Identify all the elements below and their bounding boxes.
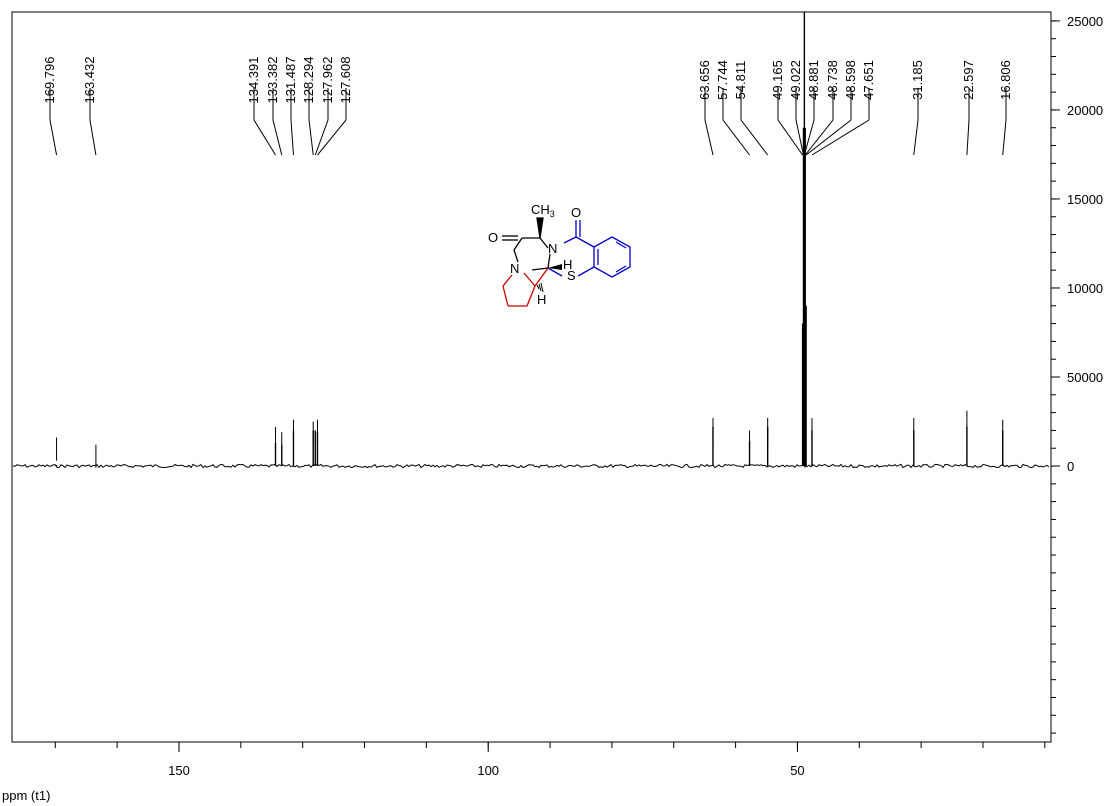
atom-nitrogen-pyrrolidine: N <box>510 261 519 276</box>
peak-label-48.598: 48.598 <box>843 60 858 100</box>
x-tick-label-100: 100 <box>477 763 499 778</box>
thiazinone-ring <box>547 220 595 277</box>
peak-leader-fan-48.881 <box>803 119 815 156</box>
peak-lines <box>49 88 1007 156</box>
atom-nitrogen-top: N <box>548 241 557 256</box>
peak-label-16.806: 16.806 <box>998 60 1013 100</box>
baseline-noise <box>12 463 1050 469</box>
peak-leader-fan-57.744 <box>722 119 750 156</box>
peak-leader-fan-47.651 <box>811 119 870 156</box>
y-tick-label-0: 0 <box>1067 459 1074 474</box>
peak-leader-fan-22.597 <box>966 119 970 156</box>
peak-leader-fan-134.391 <box>253 119 276 156</box>
peak-label-22.597: 22.597 <box>961 60 976 100</box>
atom-carbonyl-oxygen-left: O <box>488 230 498 245</box>
integral-marks <box>56 410 1004 468</box>
plot-frame <box>11 11 1052 743</box>
peak-leader-fan-48.738 <box>804 119 834 156</box>
atom-sulfur: S <box>567 268 576 283</box>
chemical-structure: CH3 O O N N S H H <box>488 202 631 307</box>
peak-label-31.185: 31.185 <box>910 60 925 100</box>
peak-leader-fan-169.796 <box>49 119 58 156</box>
peak-label-49.165: 49.165 <box>770 60 785 100</box>
peak-label-63.656: 63.656 <box>697 60 712 100</box>
peak-label-48.738: 48.738 <box>825 60 840 100</box>
peak-labels: 169.796 163.432 134.391 133.382 131.487 128.2… <box>42 57 1013 104</box>
benzene-ring <box>593 236 631 278</box>
y-tick-label-200000: 20000 <box>1067 103 1103 118</box>
peak-leader-fan-163.432 <box>89 119 97 156</box>
peak-leader-fan-128.294 <box>308 119 314 156</box>
peak-label-133.382: 133.382 <box>265 57 280 104</box>
peak-leader-fan-133.382 <box>272 119 283 156</box>
y-tick-label-100000: 10000 <box>1067 281 1103 296</box>
atom-ch3: CH3 <box>531 202 555 219</box>
x-tick-label-150: 150 <box>168 763 190 778</box>
stereo-wedge-bond <box>548 264 562 270</box>
peak-label-54.811: 54.811 <box>733 61 748 100</box>
peak-leader-fan-54.811 <box>740 119 769 156</box>
peak-leader-fan-131.487 <box>290 119 294 156</box>
peak-label-47.651: 47.651 <box>861 60 876 100</box>
y-tick-label-250000: 25000 <box>1067 14 1103 29</box>
y-axis: 25000 20000 15000 10000 50000 0 <box>1050 12 1103 742</box>
x-tick-label-50: 50 <box>790 763 804 778</box>
y-tick-label-150000: 15000 <box>1067 192 1103 207</box>
peak-leader-fan-49.165 <box>777 119 804 156</box>
peak-leader-fan-63.656 <box>704 119 714 156</box>
piperazinone-ring <box>502 217 551 271</box>
peak-label-127.962: 127.962 <box>320 57 335 104</box>
spectrum-trace <box>12 12 1050 469</box>
atom-carbonyl-oxygen-right: O <box>571 205 581 220</box>
peak-label-134.391: 134.391 <box>246 57 261 104</box>
peak-leader-fan-16.806 <box>1002 119 1007 156</box>
x-axis: 150 100 50 <box>12 741 1051 778</box>
peak-label-169.796: 169.796 <box>42 57 57 104</box>
peak-leader-fan-49.022 <box>795 119 804 156</box>
peak-leader-fan-127.608 <box>317 119 347 156</box>
peak-leader-fan-31.185 <box>913 119 919 156</box>
y-tick-label-50000: 50000 <box>1067 370 1103 385</box>
peak-leader-fan-48.598 <box>805 119 852 156</box>
peak-label-49.022: 49.022 <box>788 60 803 100</box>
peak-label-163.432: 163.432 <box>82 57 97 104</box>
peak-label-131.487: 131.487 <box>283 57 298 104</box>
stereo-hash-bond <box>536 282 544 293</box>
peak-label-127.608: 127.608 <box>338 57 353 104</box>
pyrrolidine-ring <box>502 267 549 307</box>
x-axis-title: ppm (t1) <box>2 788 50 803</box>
atom-hydrogen-right: H <box>563 257 572 272</box>
peak-label-57.744: 57.744 <box>715 60 730 100</box>
peak-label-48.881: 48.881 <box>806 60 821 100</box>
peak-leader-fan-127.962 <box>314 119 329 156</box>
atom-hydrogen-bottom: H <box>537 292 546 307</box>
peak-label-128.294: 128.294 <box>301 57 316 104</box>
